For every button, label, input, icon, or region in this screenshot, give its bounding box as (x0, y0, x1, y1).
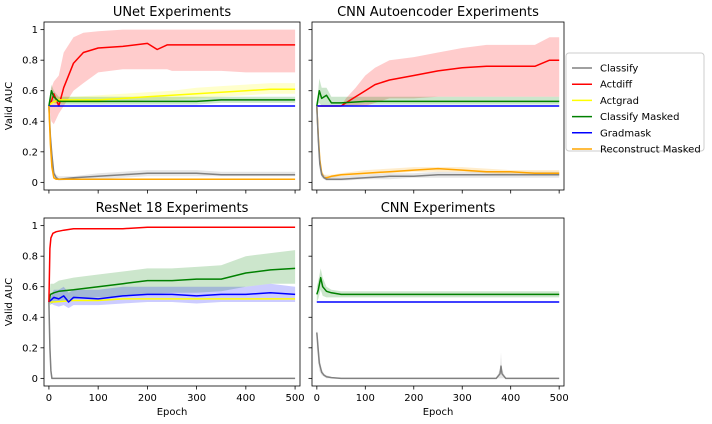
cnn-xtick-label: 0 (314, 393, 320, 404)
cnn-autoencoder-line-classify-masked (316, 89, 560, 107)
resnet18-xtick-label: 300 (187, 393, 206, 404)
unet-line-actdiff (48, 42, 296, 107)
resnet18-ylabel: Valid AUC (4, 278, 15, 326)
resnet18-ytick-label: 0.4 (22, 313, 38, 324)
unet-title: UNet Experiments (113, 5, 232, 20)
unet-band-actdiff (48, 29, 296, 125)
resnet18-band-classify-masked (48, 250, 296, 306)
unet-axes-frame (43, 21, 301, 191)
cnn-line-classify (316, 332, 560, 380)
cnn-xtick-label: 200 (404, 393, 423, 404)
legend: Classify Actdiff Actgrad Classify Masked Gra… (565, 52, 705, 156)
cnn-plot-area (316, 268, 560, 380)
cnn-xtick-label: 100 (356, 393, 375, 404)
cnn-xtick-label: 400 (501, 393, 520, 404)
unet-band-classify (48, 106, 296, 181)
cnn-autoencoder-plot-area (316, 37, 560, 181)
unet-ytick-label: 0.8 (22, 56, 38, 67)
legend-label-classify-masked: Classify Masked (600, 112, 679, 123)
resnet18-xtick-label: 400 (236, 393, 255, 404)
resnet18-xtick-label: 500 (286, 393, 305, 404)
panel-cnn: CNN Experiments 0 100 200 300 400 500 Epoch (308, 201, 569, 418)
resnet18-line-classify (48, 301, 296, 380)
resnet18-ytick-label: 0.6 (22, 282, 38, 293)
cnn-autoencoder-axes-frame (311, 21, 565, 191)
cnn-autoencoder-line-classify (316, 105, 560, 181)
cnn-axes-frame (311, 217, 565, 387)
resnet18-xtick-label: 100 (89, 393, 108, 404)
unet-line-reconstruct-masked (48, 105, 296, 181)
cnn-line-classify-masked (316, 276, 560, 296)
unet-ytick-label: 0.6 (22, 86, 38, 97)
resnet18-ytick-label: 0.2 (22, 343, 38, 354)
unet-plot-area (48, 29, 296, 181)
legend-frame (565, 52, 705, 152)
unet-ytick-label: 1 (32, 25, 38, 36)
resnet18-ytick-label: 0.8 (22, 252, 38, 263)
legend-label-actdiff: Actdiff (600, 80, 633, 91)
resnet18-plot-area (48, 226, 296, 380)
resnet18-ytick-label: 0 (32, 374, 38, 385)
legend-label-gradmask: Gradmask (600, 128, 651, 139)
resnet18-xlabel: Epoch (157, 407, 188, 418)
cnn-band-classify (316, 329, 560, 379)
unet-line-actgrad (48, 88, 296, 107)
cnn-xlabel: Epoch (423, 407, 454, 418)
unet-ytick-label: 0 (32, 178, 38, 189)
unet-ytick-label: 0.4 (22, 117, 38, 128)
resnet18-line-classify-masked (48, 267, 296, 303)
legend-label-classify: Classify (600, 64, 638, 75)
resnet18-line-gradmask (48, 292, 296, 303)
cnn-xtick-label: 300 (453, 393, 472, 404)
unet-line-classify-masked (48, 89, 296, 107)
cnn-band-classify-masked (316, 268, 560, 302)
cnn-autoencoder-band-reconstruct-masked (316, 106, 560, 180)
resnet18-ytick-label: 1 (32, 221, 38, 232)
cnn-autoencoder-band-classify-masked (316, 78, 560, 106)
resnet18-line-actdiff (48, 226, 296, 303)
unet-ytick-label: 0.2 (22, 147, 38, 158)
resnet18-xtick-label: 200 (138, 393, 157, 404)
cnn-autoencoder-line-actdiff (316, 59, 560, 107)
resnet18-title: ResNet 18 Experiments (96, 201, 249, 216)
unet-ylabel: Valid AUC (4, 82, 15, 130)
resnet18-xtick-label: 0 (46, 393, 52, 404)
panel-cnn-autoencoder: CNN Autoencoder Experiments (308, 5, 565, 194)
resnet18-axes-frame (43, 217, 301, 387)
cnn-autoencoder-line-reconstruct-masked (316, 105, 560, 179)
legend-label-actgrad: Actgrad (600, 96, 639, 107)
cnn-autoencoder-title: CNN Autoencoder Experiments (337, 5, 539, 20)
cnn-title: CNN Experiments (381, 201, 496, 216)
cnn-xtick-label: 500 (550, 393, 569, 404)
panel-unet: UNet Experiments 0 0.2 0.4 0.6 0.8 1 Valid AUC (4, 5, 301, 194)
legend-label-reconstruct-masked: Reconstruct Masked (600, 145, 701, 156)
unet-line-classify (48, 105, 296, 181)
resnet18-band-gradmask (48, 283, 296, 309)
panel-resnet18: ResNet 18 Experiments 0 0.2 0.4 0.6 0.8 1 0 100 2… (4, 201, 305, 418)
